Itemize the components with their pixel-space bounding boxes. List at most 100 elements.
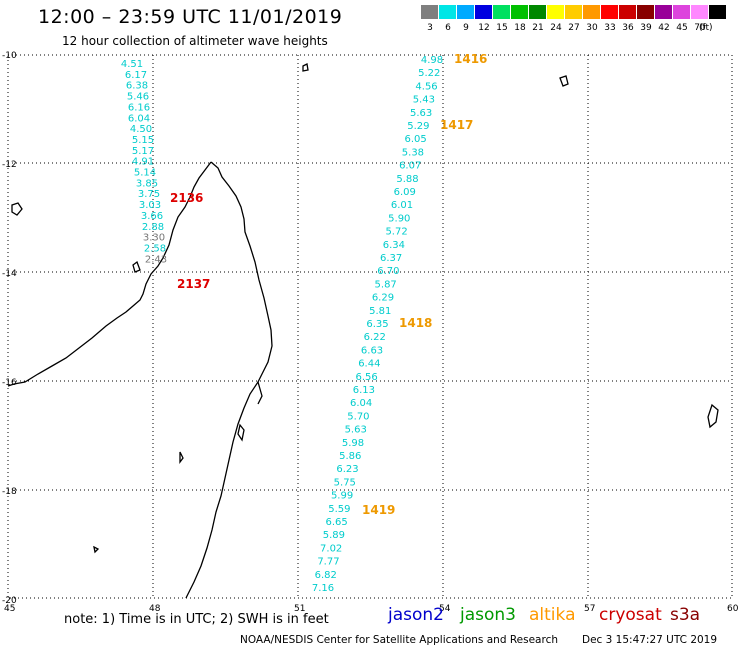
legend-swatch bbox=[529, 5, 546, 19]
wave-height-value: 5.29 bbox=[407, 121, 429, 132]
pass-time-label: 2136 bbox=[170, 191, 203, 205]
wave-height-value: 6.65 bbox=[325, 517, 347, 528]
wave-height-value: 5.86 bbox=[339, 451, 361, 462]
wave-height-value: 6.16 bbox=[128, 102, 150, 113]
wave-height-value: 5.87 bbox=[375, 279, 397, 290]
satellite-name: s3a bbox=[670, 605, 701, 625]
wave-height-value: 2.88 bbox=[142, 222, 164, 233]
legend-label: 39 bbox=[640, 23, 652, 33]
wave-height-value: 6.70 bbox=[377, 266, 399, 277]
latitude-tick-labels: -10 -12 -14 -16 -18 -20 bbox=[2, 51, 17, 606]
wave-height-value: 6.34 bbox=[383, 240, 405, 251]
wave-height-value: 7.02 bbox=[320, 543, 342, 554]
wave-height-value: 6.05 bbox=[405, 134, 427, 145]
satellite-name: altika bbox=[529, 605, 576, 625]
wave-height-value: 6.38 bbox=[126, 81, 148, 92]
wave-height-value: 5.46 bbox=[127, 92, 149, 103]
map-frame bbox=[7, 54, 733, 599]
pass-time-label: 1418 bbox=[399, 316, 432, 330]
latitude-tick-label: -16 bbox=[2, 378, 17, 388]
legend-swatch bbox=[475, 5, 492, 19]
wave-height-value: 5.99 bbox=[331, 491, 353, 502]
legend-label: 27 bbox=[568, 23, 580, 33]
legend-swatch bbox=[565, 5, 582, 19]
legend-swatch bbox=[511, 5, 528, 19]
pass-time-label: 1417 bbox=[440, 118, 473, 132]
wave-height-value: 6.17 bbox=[125, 70, 147, 81]
wave-height-value: 6.09 bbox=[394, 187, 416, 198]
legend-label: 15 bbox=[496, 23, 508, 33]
madagascar-northwest-coast bbox=[7, 161, 212, 387]
longitude-tick-label: 54 bbox=[439, 604, 451, 614]
small-island bbox=[302, 63, 309, 72]
wave-height-value: 4.50 bbox=[130, 124, 152, 135]
legend-swatch bbox=[601, 5, 618, 19]
legend-label: 18 bbox=[514, 23, 526, 33]
legend-label: 9 bbox=[463, 23, 469, 33]
coastline bbox=[7, 63, 719, 599]
latitude-tick-label: -20 bbox=[2, 596, 17, 606]
wave-height-value: 6.04 bbox=[128, 113, 150, 124]
wave-height-value: 3.30 bbox=[143, 233, 165, 244]
satellite-name: cryosat bbox=[599, 605, 662, 625]
wave-height-value: 5.88 bbox=[396, 174, 418, 185]
legend-label: 70 bbox=[694, 23, 706, 33]
altimeter-track-west: 4.516.176.385.466.166.044.505.155.174.91… bbox=[121, 59, 167, 265]
legend-label: 24 bbox=[550, 23, 562, 33]
wave-height-value: 6.29 bbox=[372, 293, 394, 304]
wave-height-value: 6.04 bbox=[350, 398, 372, 409]
wave-height-value: 5.63 bbox=[410, 108, 432, 119]
wave-height-value: 3.03 bbox=[139, 200, 161, 211]
legend-label: 33 bbox=[604, 23, 616, 33]
wave-height-value: 3.85 bbox=[136, 178, 158, 189]
legend-label: 42 bbox=[658, 23, 670, 33]
madagascar-coast bbox=[185, 161, 273, 599]
pass-time-label: 1416 bbox=[454, 52, 487, 66]
satellite-name: jason2 bbox=[388, 605, 444, 625]
wave-height-value: 5.81 bbox=[369, 306, 391, 317]
legend-label: 45 bbox=[676, 23, 688, 33]
wave-height-value: 4.98 bbox=[421, 55, 443, 66]
wave-height-value: 5.59 bbox=[328, 504, 350, 515]
longitude-tick-label: 48 bbox=[149, 604, 161, 614]
latitude-tick-label: -14 bbox=[2, 269, 17, 279]
longitude-tick-label: 57 bbox=[584, 604, 595, 614]
small-island bbox=[11, 202, 23, 216]
wave-height-value: 2.58 bbox=[144, 243, 166, 254]
pass-time-labels: 2136 2137 1416 1417 1418 1419 bbox=[170, 52, 487, 517]
wave-height-value: 4.51 bbox=[121, 59, 143, 70]
wave-height-value: 6.82 bbox=[315, 570, 337, 581]
legend-swatch bbox=[547, 5, 564, 19]
wave-height-value: 6.63 bbox=[361, 345, 383, 356]
altimeter-track-east: 4.98 5.22 4.56 5.43 5.63 5.29 6.05 5.38 6.07 5.88… bbox=[312, 55, 443, 594]
latitude-tick-label: -12 bbox=[2, 160, 17, 170]
small-island bbox=[237, 423, 245, 442]
small-island bbox=[707, 403, 719, 429]
small-island bbox=[132, 260, 141, 273]
legend-swatch bbox=[673, 5, 690, 19]
chart-subtitle: 12 hour collection of altimeter wave hei… bbox=[62, 34, 328, 48]
legend-label: 30 bbox=[586, 23, 598, 33]
legend-label: 36 bbox=[622, 23, 634, 33]
wave-height-value: 5.75 bbox=[334, 477, 356, 488]
longitude-tick-labels: 45 48 51 54 57 60 bbox=[4, 604, 739, 614]
wave-height-value: 5.17 bbox=[132, 146, 154, 157]
east-coast-inlet bbox=[257, 381, 263, 405]
graticule bbox=[8, 55, 732, 598]
legend-swatch bbox=[709, 5, 726, 19]
longitude-tick-label: 51 bbox=[294, 604, 305, 614]
chart-title: 12:00 – 23:59 UTC 11/01/2019 bbox=[38, 6, 343, 28]
legend-unit: (ft) bbox=[699, 23, 713, 33]
legend-label: 21 bbox=[532, 23, 544, 33]
latitude-tick-label: -10 bbox=[2, 51, 17, 61]
wave-height-value: 6.44 bbox=[358, 359, 380, 370]
wave-height-value: 5.43 bbox=[413, 95, 435, 106]
wave-height-value: 6.37 bbox=[380, 253, 402, 264]
generation-timestamp: Dec 3 15:47:27 UTC 2019 bbox=[582, 634, 718, 646]
wave-height-value: 5.38 bbox=[402, 147, 424, 158]
wave-height-value: 6.23 bbox=[336, 464, 358, 475]
wave-height-value: 6.22 bbox=[364, 332, 386, 343]
wave-height-value: 6.01 bbox=[391, 200, 413, 211]
legend-label: 12 bbox=[478, 23, 490, 33]
wave-height-value: 5.63 bbox=[345, 425, 367, 436]
